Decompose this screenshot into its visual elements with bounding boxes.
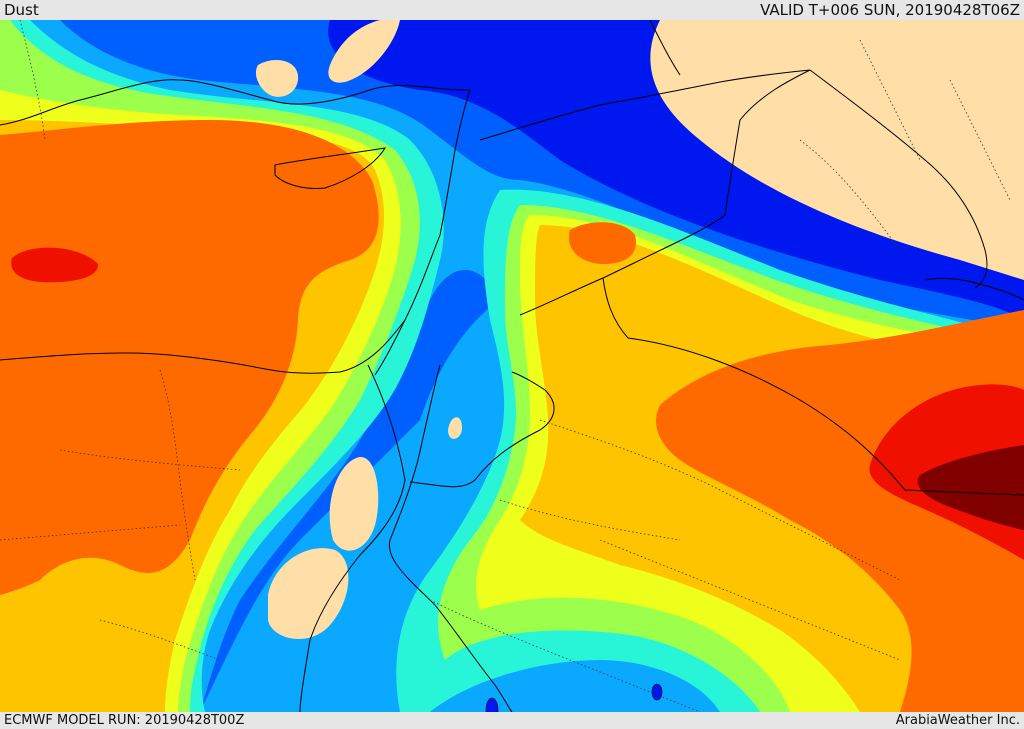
coastline-redsea-west bbox=[299, 364, 406, 712]
border-jordan-iraq bbox=[602, 277, 629, 339]
dust-free-patch-3 bbox=[255, 60, 299, 97]
coastline-iran-south bbox=[809, 69, 988, 289]
footer-bar: ECMWF MODEL RUN: 20190428T00Z ArabiaWeat… bbox=[0, 712, 1024, 729]
border-iran-north bbox=[649, 20, 681, 76]
model-run-label: ECMWF MODEL RUN: 20190428T00Z bbox=[4, 713, 245, 728]
admin-line-11 bbox=[19, 20, 46, 141]
coastline-cyprus bbox=[274, 147, 386, 189]
island-1 bbox=[485, 697, 499, 712]
admin-line-9 bbox=[499, 499, 681, 541]
dust-band-darkred bbox=[917, 445, 1024, 530]
coastline-sinai bbox=[374, 319, 406, 376]
border-saudi-yemen bbox=[409, 371, 555, 488]
credit-label: ArabiaWeather Inc. bbox=[895, 713, 1020, 728]
coastline-redsea-east bbox=[388, 364, 513, 712]
border-north-iraq bbox=[479, 69, 811, 141]
dust-band-red-west bbox=[11, 247, 99, 283]
dust-free-patch-5 bbox=[448, 417, 462, 439]
dust-band-orange-north bbox=[569, 222, 636, 265]
admin-line-12 bbox=[99, 619, 221, 661]
admin-line-10 bbox=[429, 599, 701, 712]
coastline-turkey bbox=[0, 79, 471, 126]
coastline-med bbox=[0, 89, 471, 374]
dust-free-patch-4 bbox=[328, 20, 400, 83]
border-east-mesopotamia bbox=[724, 69, 811, 216]
border-saudi-north bbox=[519, 214, 726, 316]
dust-free-patch-2 bbox=[268, 548, 349, 639]
border-saudi-iraq bbox=[627, 337, 1024, 496]
dust-free-patch-1 bbox=[329, 456, 379, 551]
coastline-persian-gulf bbox=[924, 277, 1024, 301]
admin-line-4 bbox=[539, 419, 901, 581]
admin-line-5 bbox=[599, 539, 901, 661]
dust-forecast-map[interactable] bbox=[0, 20, 1024, 712]
header-bar: Dust VALID T+006 SUN, 20190428T06Z bbox=[0, 0, 1024, 20]
product-title: Dust bbox=[4, 1, 39, 19]
admin-line-6 bbox=[799, 139, 901, 251]
island-2 bbox=[651, 683, 663, 701]
valid-time-label: VALID T+006 SUN, 20190428T06Z bbox=[760, 1, 1020, 19]
admin-line-1 bbox=[159, 369, 196, 581]
